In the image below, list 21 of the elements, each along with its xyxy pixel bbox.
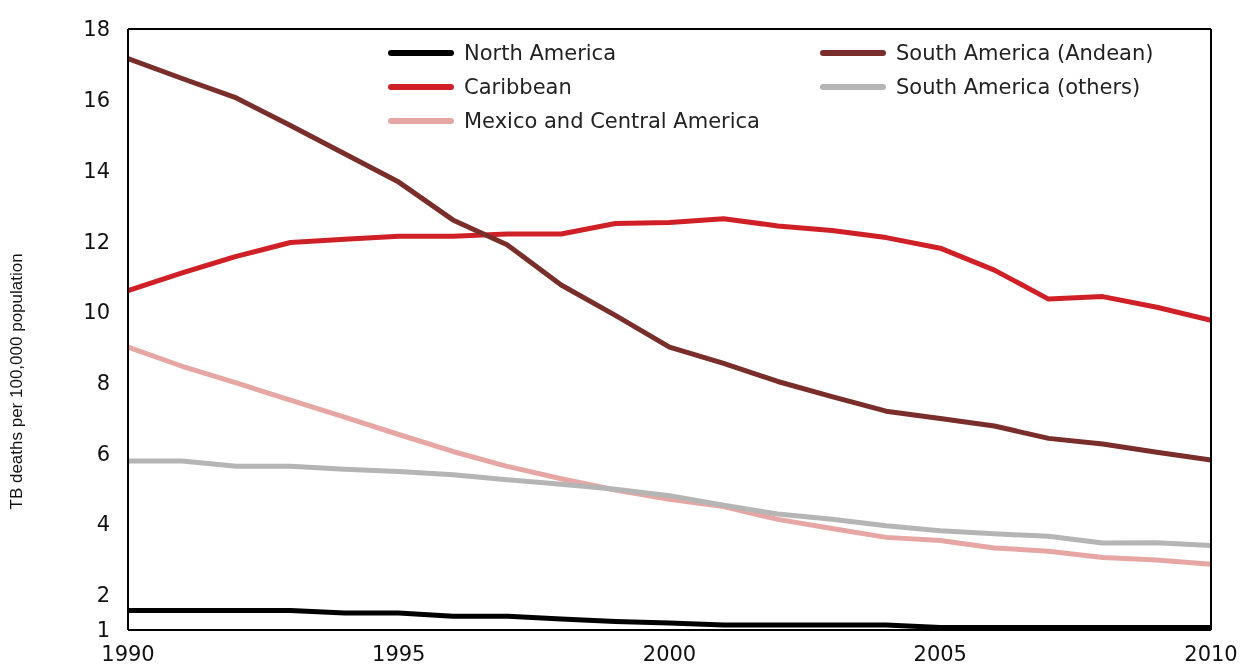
y-tick-label: 10 bbox=[83, 300, 110, 325]
legend-label: Caribbean bbox=[464, 75, 572, 99]
y-tick-label: 16 bbox=[83, 88, 110, 113]
y-tick-label: 14 bbox=[83, 158, 110, 183]
legend-label: Mexico and Central America bbox=[464, 109, 760, 133]
legend-label: North America bbox=[464, 41, 617, 65]
y-tick-label: 1 bbox=[96, 618, 110, 643]
legend-label: South America (others) bbox=[895, 75, 1141, 99]
legend-label: South America (Andean) bbox=[895, 41, 1154, 65]
y-tick-label: 2 bbox=[96, 583, 110, 608]
y-tick-label: 6 bbox=[96, 441, 110, 466]
y-tick-label: 18 bbox=[83, 17, 110, 42]
x-tick-label: 1995 bbox=[372, 641, 426, 666]
x-tick-label: 2010 bbox=[1184, 641, 1238, 666]
x-tick-label: 2005 bbox=[913, 641, 967, 666]
y-tick-label: 8 bbox=[96, 370, 110, 395]
y-tick-label: 4 bbox=[96, 512, 110, 537]
y-tick-label: 12 bbox=[83, 229, 110, 254]
y-axis-title: TB deaths per 100,000 population bbox=[7, 253, 27, 510]
x-tick-label: 1990 bbox=[101, 641, 155, 666]
x-tick-label: 2000 bbox=[642, 641, 697, 666]
